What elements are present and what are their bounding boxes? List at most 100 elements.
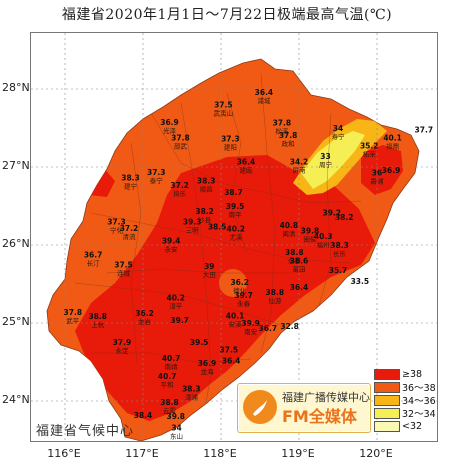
station-label: 40.2漳平: [167, 293, 186, 310]
station-label: 39.9南安: [241, 319, 260, 336]
station-temperature: 37.5: [220, 346, 239, 355]
station-temperature: 35.2: [360, 141, 379, 150]
station-temperature: 40.1: [383, 133, 402, 142]
station-temperature: 39.9: [241, 319, 260, 328]
lon-tick-120: 120°E: [359, 447, 393, 460]
station-temperature: 38.3: [197, 176, 216, 185]
station-name: 宁化: [110, 226, 124, 235]
station-name: 上杭: [91, 320, 105, 329]
source-credit: 福建省气候中心: [36, 424, 135, 439]
legend-swatch: [374, 407, 400, 419]
station-name: 政和: [282, 139, 295, 148]
station-name: 东山: [170, 432, 183, 441]
station-label: 38.8永泰: [285, 248, 304, 265]
station-temperature: 35.7: [329, 266, 348, 275]
zone-above-38-northeast: [361, 145, 403, 195]
station-name: 三明: [186, 227, 200, 235]
station-temperature: 39.4: [162, 236, 181, 245]
station-labels: 36.4浦城37.5武夷山36.9光泽37.8邵武37.3建阳37.8松溪37.…: [64, 88, 434, 440]
station-label: 36.2龙岩: [135, 309, 154, 326]
station-label: 37.5: [220, 346, 239, 355]
station-temperature: 37.9: [113, 338, 132, 347]
station-label: 32.8: [280, 322, 299, 331]
station-label: 36.9光泽: [160, 118, 179, 135]
station-label: 38.8上杭: [89, 312, 108, 329]
station-temperature: 37.5: [114, 261, 133, 270]
station-label: 38.6莆田: [290, 257, 309, 274]
station-temperature: 38.5: [208, 222, 227, 231]
station-temperature: 37.3: [221, 134, 240, 143]
station-label: 40.1安溪: [226, 311, 245, 328]
station-label: 37.9永定: [113, 338, 132, 355]
station-name: 安溪: [229, 319, 243, 328]
legend-item: 34～36: [374, 394, 436, 407]
station-temperature: 36.4: [255, 88, 274, 97]
station-name: 尤溪: [229, 233, 243, 242]
station-temperature: 36.4: [222, 357, 241, 366]
station-temperature: 39.8: [301, 226, 320, 235]
lon-tick-119: 119°E: [281, 447, 315, 460]
station-temperature: 33.5: [351, 277, 370, 286]
zone-32-34-coast: [327, 289, 395, 353]
map-title: 福建省2020年1月1日～7月22日极端最高气温(℃): [61, 7, 393, 23]
station-label: 37.8政和: [279, 131, 298, 148]
legend: ≥38 36～38 34～36 32～34 <32: [374, 368, 436, 433]
station-label: 35.2柘荣: [360, 141, 379, 158]
station-temperature: 33: [320, 152, 330, 161]
station-label: 36.4: [290, 283, 309, 292]
station-temperature: 36.7: [259, 324, 278, 333]
station-label: 38.7: [224, 188, 243, 197]
station-name: 仙游: [268, 296, 282, 305]
station-label: 39.5南平: [226, 202, 245, 219]
station-name: 南平: [229, 210, 243, 219]
zone-36-38-dehua: [219, 269, 247, 297]
lon-tick-116: 116°E: [47, 447, 81, 460]
legend-item: 32～34: [374, 407, 436, 420]
legend-swatch: [374, 368, 400, 380]
station-temperature: 38.2: [335, 213, 354, 222]
station-label: 38.3长乐: [330, 241, 349, 258]
legend-item: 36～38: [374, 381, 436, 394]
station-name: 邵武: [174, 141, 188, 150]
station-name: 漳平: [169, 301, 183, 310]
station-label: 37.7: [415, 126, 434, 135]
station-label: 39.7永春: [234, 291, 253, 308]
station-label: 37.8武平: [64, 308, 83, 325]
station-temperature: 39.3: [183, 218, 202, 227]
station-temperature: 36.4: [237, 158, 256, 167]
station-label: 37.3建阳: [221, 134, 240, 151]
station-name: 清流: [122, 232, 135, 241]
station-name: 永安: [165, 244, 179, 253]
brand-chinese-name: 福建广播传媒中心: [282, 391, 370, 404]
station-temperature: 38.6: [290, 257, 309, 266]
station-temperature: 38.3: [330, 241, 349, 250]
station-temperature: 40.1: [226, 311, 245, 320]
station-label: 36.7: [259, 324, 278, 333]
station-label: 37.2清流: [120, 224, 139, 241]
station-temperature: 34.2: [290, 158, 309, 167]
station-temperature: 36: [372, 169, 382, 178]
station-name: 泰宁: [150, 176, 164, 185]
station-temperature: 37.5: [214, 101, 233, 110]
station-temperature: 37.7: [415, 126, 434, 135]
station-label: 36.9龙海: [198, 359, 217, 376]
station-temperature: 40.2: [227, 225, 246, 234]
station-label: 38.3顺昌: [197, 176, 216, 193]
station-temperature: 37.3: [107, 218, 126, 227]
station-name: 福鼎: [386, 141, 399, 150]
station-name: 松溪: [275, 127, 289, 136]
fm-media-logo-box: 福建广播传媒中心 FM全媒体: [237, 383, 371, 433]
station-temperature: 37.8: [64, 308, 83, 317]
lat-tick-24: 24°N: [2, 393, 30, 406]
legend-swatch: [374, 394, 400, 406]
station-name: 光泽: [163, 126, 177, 135]
station-name: 柘荣: [363, 149, 377, 158]
station-name: 平和: [161, 380, 174, 389]
station-temperature: 40.3: [314, 232, 333, 241]
station-temperature: 39.2: [323, 208, 342, 217]
station-label: 38.8仙游: [266, 288, 285, 305]
station-name: 闽清: [282, 229, 296, 238]
